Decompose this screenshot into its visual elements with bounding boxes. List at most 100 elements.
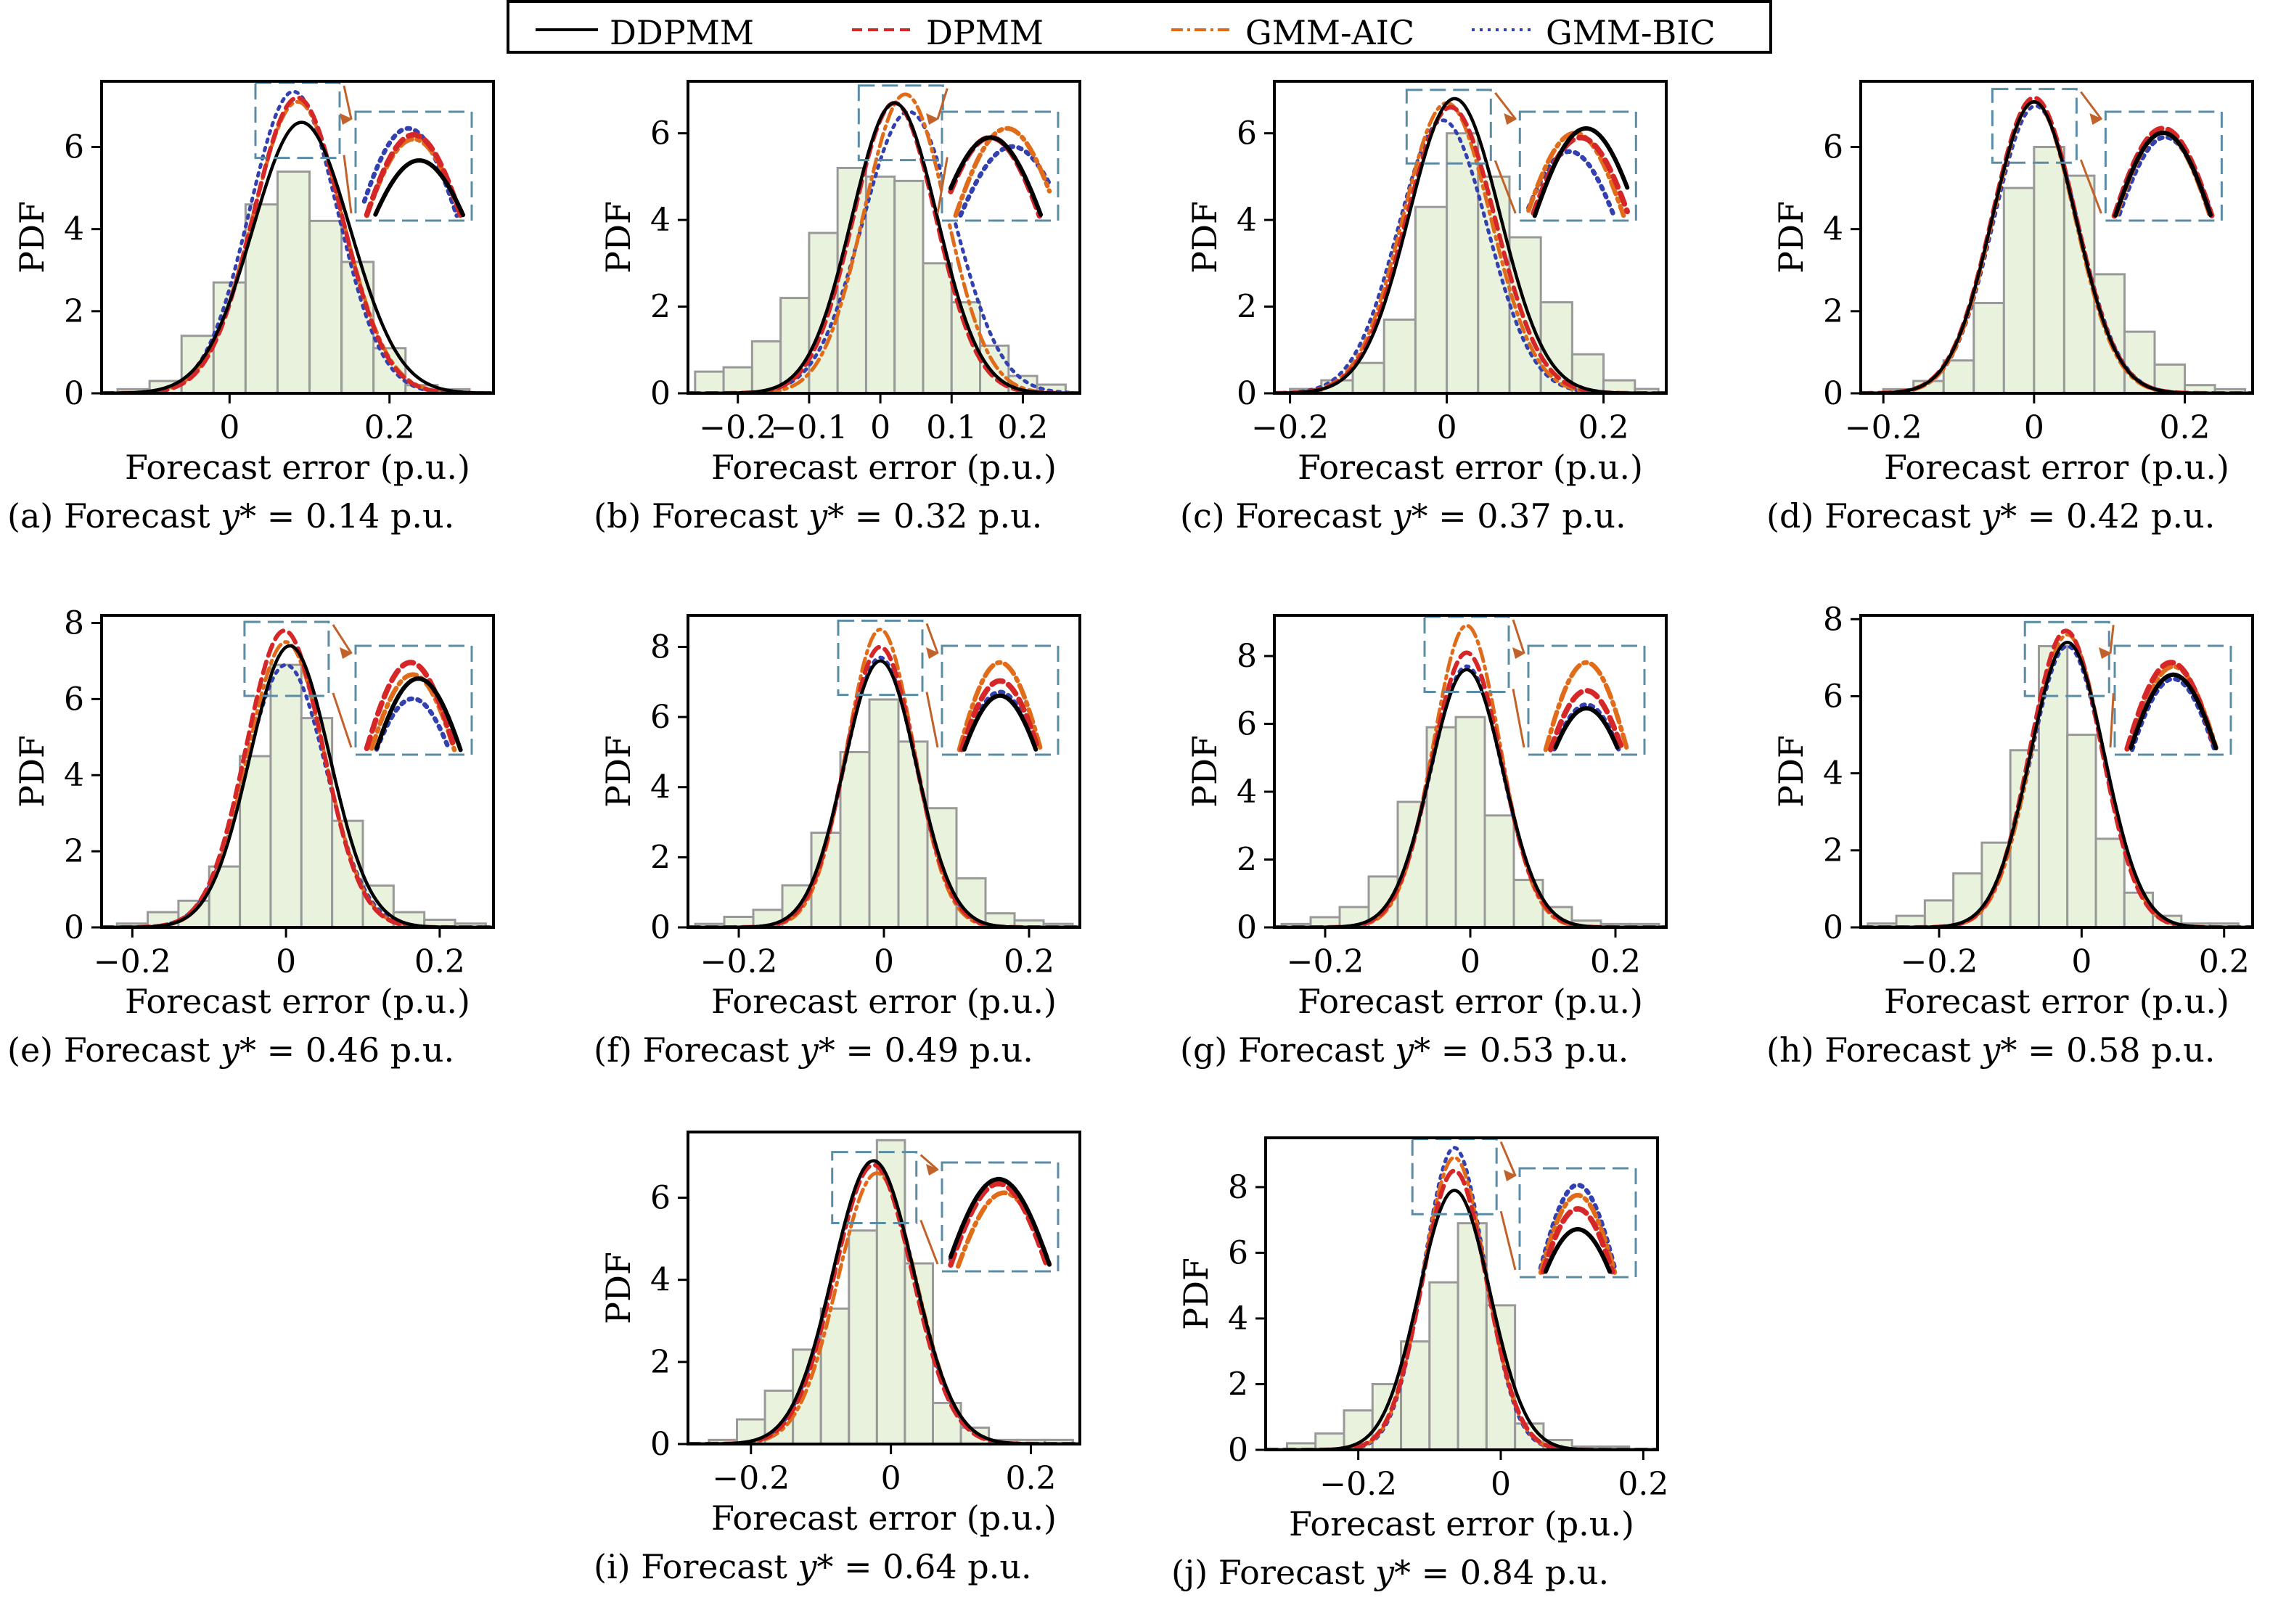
plot-frame [687,1131,1081,1445]
x-tick-label: 0 [2071,943,2092,980]
caption-variable: y* [1392,496,1428,536]
zoom-inset [354,644,473,756]
y-tick-label: 0 [1228,1432,1248,1469]
y-axis-label: PDF [599,1252,638,1324]
y-tick-label: 6 [1237,706,1257,743]
histogram-h [1867,644,2240,927]
y-tick-label: 0 [650,909,671,946]
y-tick-label: 8 [1237,638,1257,675]
y-tick-label: 0 [1237,909,1257,946]
plot-frame [100,614,495,929]
x-tick-label: 0.2 [2199,943,2250,980]
zoom-box [254,81,341,160]
hist-bar [2094,837,2126,927]
zoom-inset [1518,110,1637,222]
x-tick-label: −0.2 [1845,409,1922,446]
hist-bar [2066,734,2097,927]
legend-label-ddpmm: DDPMM [610,13,754,52]
hist-bar [308,219,343,393]
hist-bar [2002,186,2036,393]
caption-prefix: (c) Forecast [1180,496,1393,536]
y-tick-label: 6 [1237,115,1257,152]
zoom-arrows [332,624,353,748]
zoom-inset [941,110,1060,222]
hist-bar [1446,132,1480,393]
hist-bar [839,750,871,927]
x-tick-label: −0.1 [770,409,848,446]
caption-suffix: = 0.84 p.u. [1411,1553,1610,1592]
x-tick-label: −0.2 [1319,1466,1397,1503]
legend-line-ddpmm [536,28,598,31]
caption-variable: y* [798,1547,834,1586]
caption-prefix: (j) Forecast [1171,1553,1375,1592]
x-tick-label: 0.2 [1618,1466,1668,1503]
zoom-arrows [926,88,949,214]
caption-variable: y* [221,496,257,536]
caption-d: (d) Forecast y* = 0.42 p.u. [1766,496,2215,536]
zoom-inset [941,644,1060,756]
legend-line-gmm-aic [1171,28,1234,31]
caption-e: (e) Forecast y* = 0.46 p.u. [7,1030,454,1070]
hist-bar [694,370,725,393]
x-axis-label: Forecast error (p.u.) [125,448,470,487]
zoom-inset [2104,110,2223,222]
y-tick-label: 2 [64,293,84,330]
y-tick-label: 4 [1237,202,1257,239]
series-dpmm-line [102,95,493,393]
chart-svg-j: −0.2 0 0.2 0 2 4 6 8 PDF Forecast error (p.u.) [1176,1136,1668,1543]
y-tick-label: 6 [1228,1234,1248,1271]
zoom-arrows [1494,91,1517,214]
x-tick-label: 0 [219,409,239,446]
hist-bar [897,740,929,927]
zoom-box [1991,88,2078,164]
x-tick-label: −0.2 [699,409,777,446]
x-axis-label: Forecast error (p.u.) [1884,982,2229,1021]
zoom-inset [354,110,473,222]
y-tick-label: 6 [1823,129,1843,166]
caption-suffix: = 0.46 p.u. [255,1030,455,1070]
caption-g: (g) Forecast y* = 0.53 p.u. [1180,1030,1629,1070]
plot-frame [1273,80,1668,395]
caption-variable: y* [1981,1030,2017,1070]
plot-frame [687,80,1081,395]
hist-bar [269,663,303,927]
x-tick-label: 0.2 [1006,1460,1057,1497]
chart-svg-f: −0.2 0 0.2 0 2 4 6 8 PDF Forecast error (p.u.) [599,614,1081,1021]
chart-svg-h: −0.2 0 0.2 0 2 4 6 8 PDF Forecast error (p.u.) [1771,601,2254,1021]
y-tick-label: 0 [1823,909,1843,946]
x-axis-label: Forecast error (p.u.) [1289,1504,1634,1543]
caption-prefix: (i) Forecast [594,1547,798,1586]
hist-bar [1923,899,1955,927]
y-tick-label: 2 [1237,289,1257,326]
y-tick-label: 6 [650,115,671,152]
caption-suffix: = 0.32 p.u. [844,496,1043,536]
zoom-arrows [925,623,939,748]
zoom-arrows [2099,625,2115,748]
hist-bar [1414,205,1449,393]
y-tick-label: 2 [1228,1366,1248,1403]
zoom-inset [1518,1167,1637,1279]
y-tick-label: 4 [650,769,671,806]
x-tick-label: 0.2 [1590,943,1641,980]
x-tick-label: 0.2 [2160,409,2211,446]
x-axis-label: Forecast error (p.u.) [711,448,1057,487]
zoom-box [1411,1138,1498,1215]
hist-bar [1454,715,1486,927]
zoom-box [831,1151,918,1224]
hist-bar [1382,318,1417,393]
zoom-arrows [2079,91,2103,214]
y-axis-label: PDF [599,201,638,274]
chart-panel-i: −0.2 0 0.2 0 2 4 6 PDF Forecast error (p.u.) (i) … [586,1131,1123,1618]
chart-svg-e: −0.2 0 0.2 0 2 4 6 8 PDF Forecast error (p.u.) [12,604,495,1021]
x-axis-label: Forecast error (p.u.) [125,982,470,1021]
chart-panel-c: −0.2 0 0.2 0 2 4 6 PDF Forecast error (p.u.) (c) … [1173,80,1710,567]
zoom-inset [1527,644,1646,756]
y-tick-label: 0 [64,375,84,412]
chart-panel-e: −0.2 0 0.2 0 2 4 6 8 PDF Forecast error (p.u.) (e)… [0,604,537,1102]
x-tick-label: −0.2 [700,943,778,980]
series-ddpmm-line [102,120,493,393]
x-tick-label: 0.2 [414,943,465,980]
x-tick-label: 0 [1437,409,1457,446]
x-tick-label: −0.2 [94,943,171,980]
